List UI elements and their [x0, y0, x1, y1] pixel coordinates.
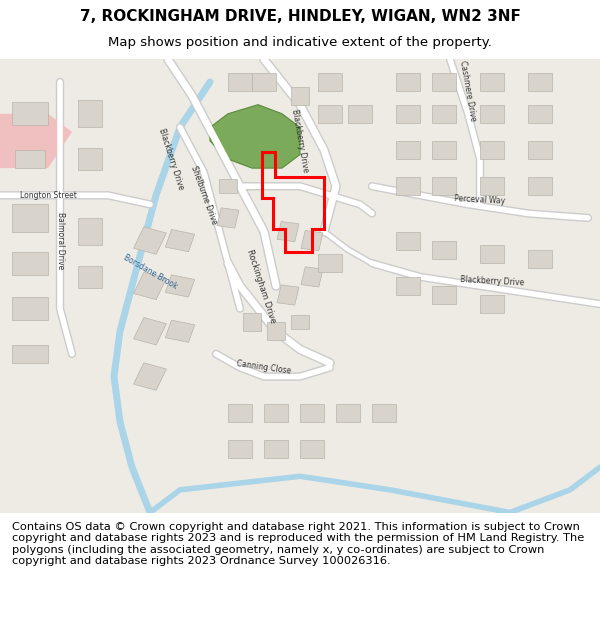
Text: Cashmere Drive: Cashmere Drive	[458, 60, 478, 122]
Bar	[166, 320, 194, 342]
Polygon shape	[0, 114, 72, 168]
Bar	[432, 177, 456, 195]
Bar	[267, 322, 285, 340]
Bar	[480, 104, 504, 122]
Bar	[528, 104, 552, 122]
Bar	[528, 73, 552, 91]
Text: Canning Close: Canning Close	[236, 359, 292, 376]
Bar	[134, 318, 166, 345]
Bar	[228, 440, 252, 458]
Bar	[300, 404, 324, 422]
Bar	[396, 73, 420, 91]
Bar	[264, 440, 288, 458]
Text: Contains OS data © Crown copyright and database right 2021. This information is : Contains OS data © Crown copyright and d…	[12, 521, 584, 566]
Text: Balmoral Drive: Balmoral Drive	[55, 212, 65, 269]
Bar	[432, 104, 456, 122]
Text: Blackberry Drive: Blackberry Drive	[460, 275, 524, 288]
Bar	[432, 73, 456, 91]
Bar	[318, 73, 342, 91]
Bar	[243, 313, 261, 331]
Bar	[78, 218, 102, 245]
Bar	[301, 231, 323, 251]
Text: Map shows position and indicative extent of the property.: Map shows position and indicative extent…	[108, 36, 492, 49]
Bar	[432, 241, 456, 259]
Bar	[301, 267, 323, 287]
Bar	[480, 245, 504, 263]
Bar	[480, 73, 504, 91]
Text: Longton Street: Longton Street	[20, 191, 76, 200]
Bar	[12, 204, 48, 231]
Bar	[277, 285, 299, 305]
Bar	[134, 227, 166, 254]
Bar	[228, 404, 252, 422]
Bar	[318, 254, 342, 272]
Text: Shelburne Drive: Shelburne Drive	[189, 165, 219, 226]
Bar	[528, 177, 552, 195]
Bar	[396, 104, 420, 122]
Bar	[372, 404, 396, 422]
Bar	[528, 141, 552, 159]
Bar	[318, 104, 342, 122]
Text: Borsdane Brook: Borsdane Brook	[122, 253, 178, 291]
Bar	[12, 345, 48, 363]
Bar	[480, 295, 504, 313]
Bar	[166, 229, 194, 252]
Bar	[12, 102, 48, 125]
Bar	[396, 177, 420, 195]
Bar	[78, 148, 102, 171]
Polygon shape	[0, 59, 600, 512]
Text: Rockingham Drive: Rockingham Drive	[245, 248, 277, 324]
Bar	[78, 100, 102, 127]
Text: Blackberry Drive: Blackberry Drive	[290, 109, 310, 173]
Bar	[264, 404, 288, 422]
Bar	[336, 404, 360, 422]
Bar	[12, 298, 48, 320]
Bar	[396, 141, 420, 159]
Bar	[252, 73, 276, 91]
Text: Blackberry Drive: Blackberry Drive	[157, 127, 185, 191]
Bar	[12, 252, 48, 274]
Bar	[15, 150, 45, 168]
Bar	[480, 177, 504, 195]
Bar	[432, 286, 456, 304]
Bar	[134, 363, 166, 390]
Bar	[348, 104, 372, 122]
Bar	[228, 73, 252, 91]
Bar	[219, 179, 237, 193]
Bar	[291, 316, 309, 329]
Bar	[432, 141, 456, 159]
Bar	[217, 208, 239, 228]
Polygon shape	[210, 104, 300, 168]
Bar	[396, 231, 420, 249]
Bar	[528, 249, 552, 268]
Bar	[480, 141, 504, 159]
Bar	[300, 440, 324, 458]
Text: Perceval Way: Perceval Way	[454, 194, 506, 206]
Text: 7, ROCKINGHAM DRIVE, HINDLEY, WIGAN, WN2 3NF: 7, ROCKINGHAM DRIVE, HINDLEY, WIGAN, WN2…	[80, 9, 520, 24]
Bar	[134, 272, 166, 299]
Bar	[277, 221, 299, 242]
Bar	[166, 275, 194, 297]
Bar	[78, 266, 102, 288]
Bar	[291, 86, 309, 104]
Bar	[396, 277, 420, 295]
